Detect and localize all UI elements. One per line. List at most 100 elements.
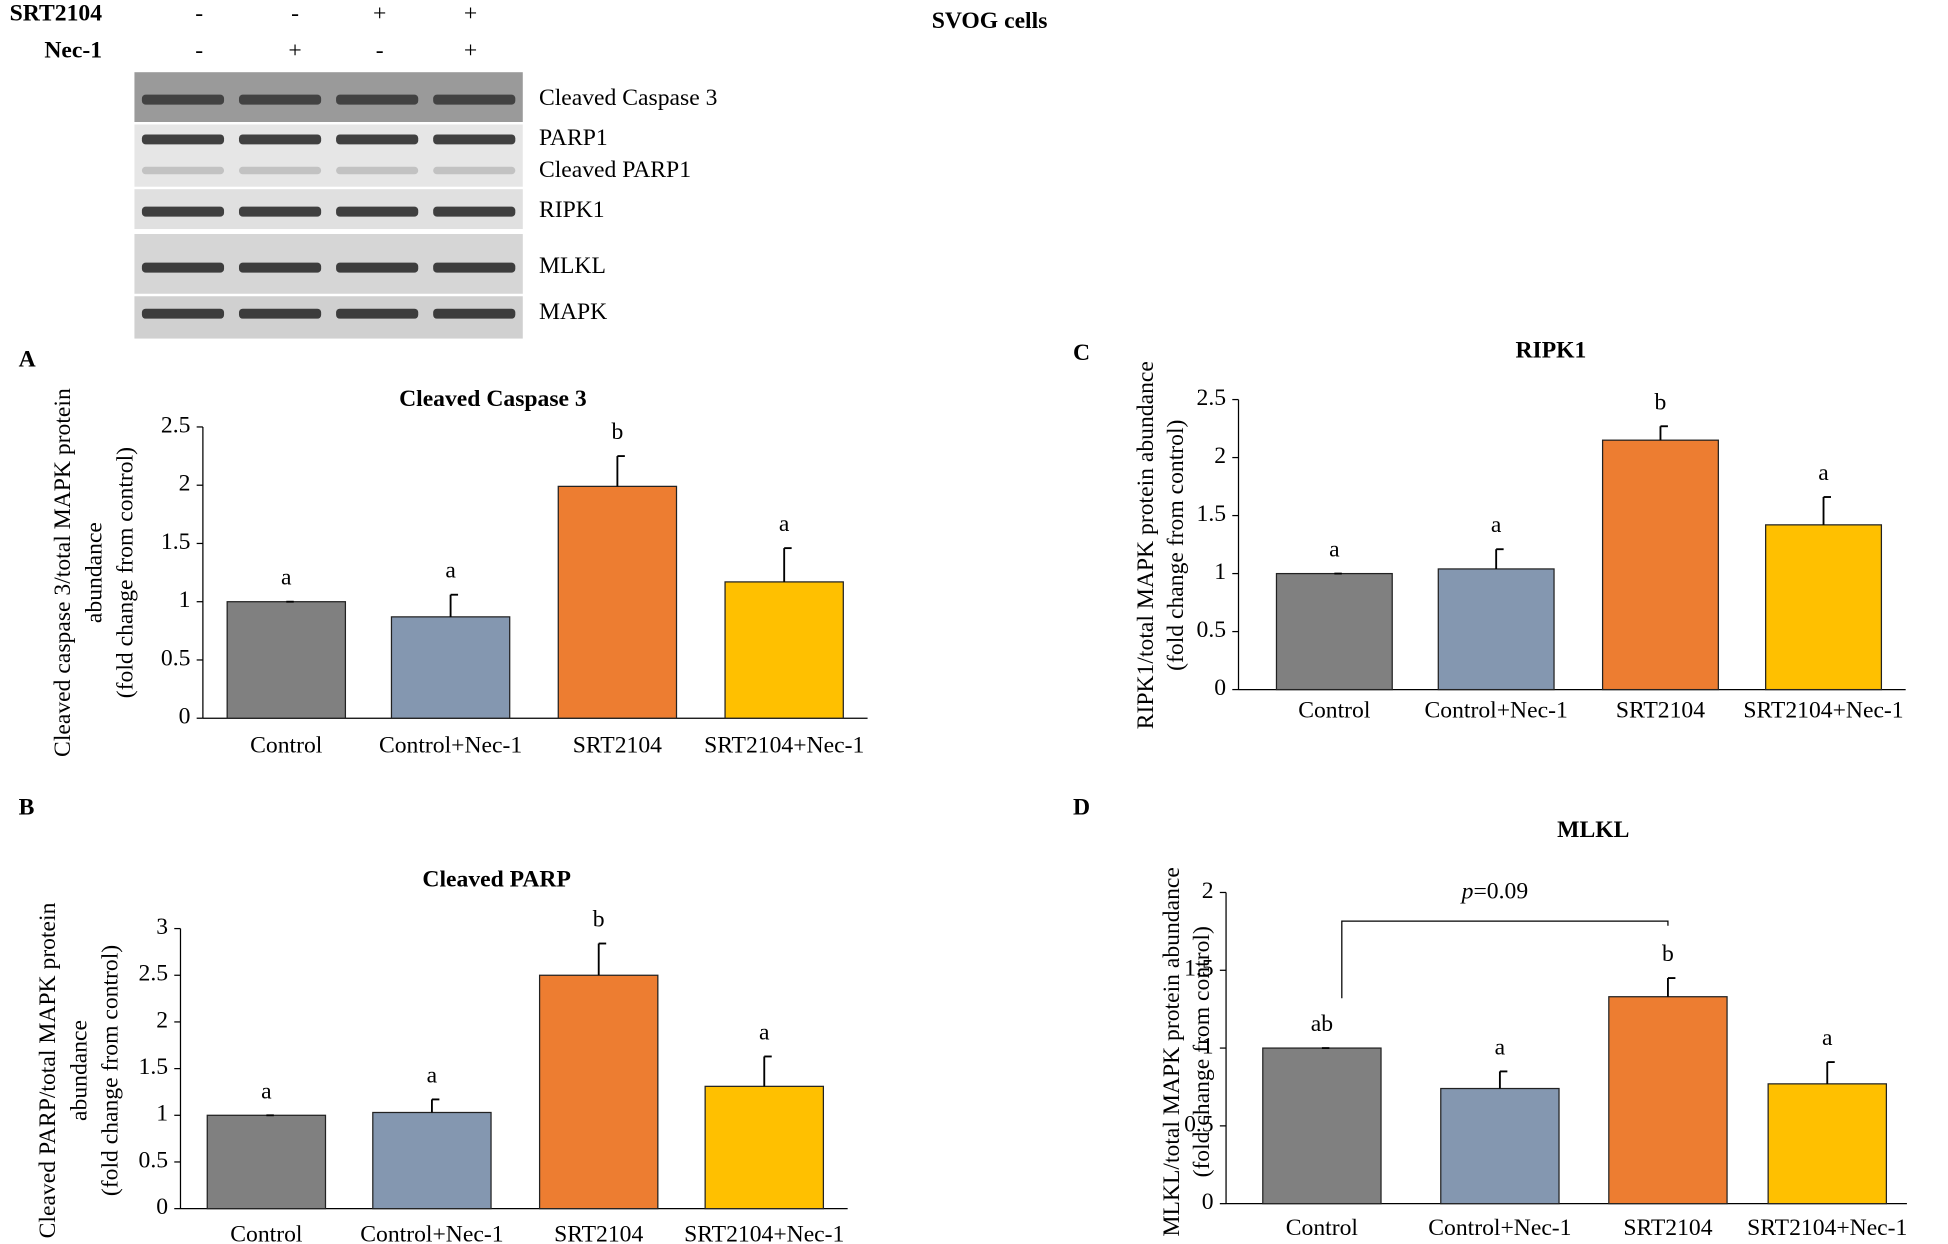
x-tick-label: SRT2104+Nec-1 bbox=[1743, 697, 1903, 723]
treatment-sign: - bbox=[195, 0, 203, 26]
significance-letter: a bbox=[1818, 460, 1829, 486]
y-tick-label: 1.5 bbox=[139, 1054, 169, 1080]
band bbox=[141, 308, 225, 319]
band bbox=[336, 134, 419, 145]
significance-letter: a bbox=[445, 558, 456, 584]
y-axis-label: RIPK1/total MAPK protein abundance bbox=[1133, 361, 1159, 729]
y-axis-label: (fold change from control) bbox=[1163, 420, 1189, 671]
x-tick-label: Control+Nec-1 bbox=[360, 1221, 503, 1244]
significance-letter: b bbox=[1662, 941, 1674, 967]
band bbox=[141, 262, 225, 273]
annotation-part: p bbox=[1460, 879, 1474, 905]
significance-letter: a bbox=[779, 511, 790, 537]
significance-letter: a bbox=[261, 1078, 272, 1104]
treatment-sign: + bbox=[288, 38, 301, 64]
x-tick-label: SRT2104 bbox=[1616, 697, 1705, 723]
significance-letter: a bbox=[1329, 537, 1340, 563]
y-axis-label: (fold change from control) bbox=[97, 945, 123, 1196]
significance-letter: a bbox=[1822, 1025, 1833, 1051]
significance-letter: a bbox=[281, 565, 292, 591]
treatment-sign: - bbox=[291, 0, 299, 26]
band bbox=[336, 94, 419, 105]
band bbox=[238, 94, 322, 105]
x-tick-label: Control+Nec-1 bbox=[379, 732, 522, 758]
bar bbox=[1440, 1087, 1560, 1205]
band bbox=[433, 94, 516, 105]
band bbox=[433, 166, 516, 175]
band bbox=[336, 166, 419, 175]
bar bbox=[1608, 996, 1728, 1205]
treatment-sign: - bbox=[195, 38, 203, 64]
y-tick-label: 1 bbox=[179, 587, 191, 613]
band bbox=[336, 206, 419, 217]
y-tick-label: 0.5 bbox=[1197, 617, 1227, 643]
y-axis-label: (fold change from control) bbox=[112, 447, 138, 698]
x-tick-label: SRT2104+Nec-1 bbox=[1747, 1215, 1907, 1241]
y-tick-label: 2 bbox=[1214, 443, 1226, 469]
bar bbox=[1262, 1047, 1382, 1205]
bar bbox=[538, 974, 659, 1210]
band bbox=[336, 262, 419, 273]
panel-label: B bbox=[19, 795, 35, 821]
band bbox=[141, 166, 225, 175]
bar bbox=[206, 1114, 327, 1210]
x-tick-label: SRT2104 bbox=[554, 1221, 643, 1244]
band bbox=[238, 262, 322, 273]
band bbox=[433, 262, 516, 273]
y-tick-label: 0.5 bbox=[139, 1147, 169, 1173]
significance-letter: b bbox=[593, 907, 605, 933]
y-tick-label: 0 bbox=[1214, 675, 1226, 701]
panel-label: D bbox=[1073, 795, 1090, 821]
band bbox=[433, 134, 516, 145]
y-tick-label: 1.5 bbox=[161, 529, 191, 555]
y-tick-label: 0 bbox=[1202, 1189, 1214, 1215]
y-axis-label: Cleaved caspase 3/total MAPK protein bbox=[50, 388, 76, 757]
band-label: RIPK1 bbox=[539, 197, 605, 223]
y-tick-label: 2 bbox=[156, 1007, 168, 1033]
significance-letter: b bbox=[611, 419, 623, 445]
panel-label: C bbox=[1073, 340, 1090, 366]
y-tick-label: 1 bbox=[1202, 1033, 1214, 1059]
y-axis-label: MLKL/total MAPK protein abundance bbox=[1159, 867, 1185, 1236]
bar bbox=[724, 581, 844, 719]
x-tick-label: Control+Nec-1 bbox=[1425, 697, 1568, 723]
x-tick-label: Control bbox=[250, 732, 323, 758]
bar bbox=[557, 485, 678, 719]
y-tick-label: 1 bbox=[1214, 559, 1226, 585]
treatment-sign: + bbox=[464, 38, 477, 64]
x-tick-label: SRT2104+Nec-1 bbox=[684, 1221, 844, 1244]
band bbox=[141, 94, 225, 105]
x-tick-label: Control bbox=[1286, 1215, 1359, 1241]
chart-title: Cleaved PARP bbox=[422, 867, 571, 893]
y-tick-label: 1.5 bbox=[1197, 501, 1227, 527]
y-tick-label: 2.5 bbox=[161, 412, 191, 438]
band-label: MAPK bbox=[539, 299, 607, 325]
y-axis-label: (fold change from control) bbox=[1189, 926, 1215, 1177]
significance-letter: a bbox=[1491, 512, 1502, 538]
bar bbox=[1275, 572, 1393, 691]
annotation-part: =0.09 bbox=[1473, 879, 1528, 905]
x-tick-label: Control+Nec-1 bbox=[1428, 1215, 1571, 1241]
y-tick-label: 2.5 bbox=[1197, 385, 1227, 411]
chart-title: Cleaved Caspase 3 bbox=[399, 386, 587, 412]
treatment-label: SRT2104 bbox=[10, 0, 103, 26]
bar bbox=[1601, 439, 1719, 691]
bar bbox=[372, 1111, 492, 1210]
x-tick-label: Control bbox=[1298, 697, 1371, 723]
y-tick-label: 3 bbox=[156, 914, 168, 940]
band bbox=[433, 206, 516, 217]
y-tick-label: 2 bbox=[1202, 878, 1214, 904]
blot-strip bbox=[134, 124, 523, 187]
band-label: Cleaved Caspase 3 bbox=[539, 85, 717, 111]
y-axis-label: abundance bbox=[81, 522, 107, 623]
treatment-label: Nec-1 bbox=[44, 38, 102, 64]
y-tick-label: 0.5 bbox=[161, 645, 191, 671]
treatment-sign: + bbox=[373, 0, 386, 26]
band bbox=[336, 308, 419, 319]
x-tick-label: SRT2104 bbox=[1623, 1215, 1712, 1241]
significance-letter: b bbox=[1655, 389, 1667, 415]
band bbox=[238, 308, 322, 319]
band bbox=[141, 134, 225, 145]
treatment-sign: + bbox=[464, 0, 477, 26]
significance-letter: ab bbox=[1311, 1011, 1333, 1037]
